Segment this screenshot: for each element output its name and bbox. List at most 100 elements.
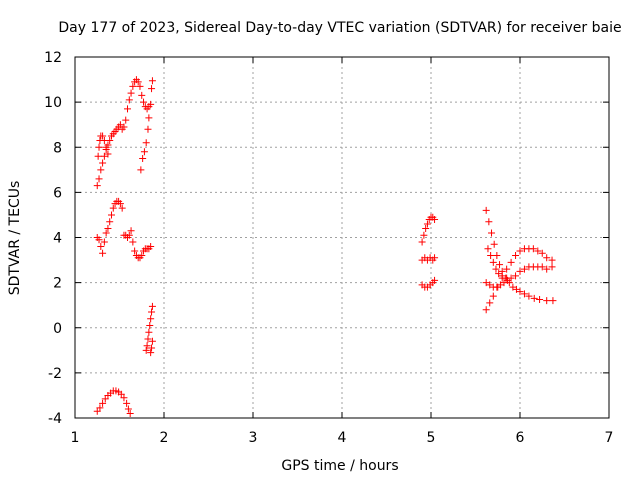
data-point xyxy=(142,139,150,147)
data-point xyxy=(107,211,115,219)
x-tick-label: 4 xyxy=(338,430,347,446)
data-point xyxy=(102,229,110,237)
x-tick-labels: 1 2 3 4 5 6 7 xyxy=(71,430,614,446)
data-point xyxy=(422,224,430,232)
data-point xyxy=(509,283,517,291)
data-point xyxy=(516,267,524,275)
data-point xyxy=(538,263,546,271)
x-tick-label: 6 xyxy=(516,430,525,446)
data-point xyxy=(116,121,124,129)
series-4 xyxy=(93,387,134,417)
data-point xyxy=(127,227,135,235)
data-point xyxy=(97,243,105,251)
data-point xyxy=(147,100,155,108)
data-point xyxy=(543,265,551,273)
data-point xyxy=(145,328,153,336)
data-point xyxy=(106,218,114,226)
data-point xyxy=(496,261,504,269)
y-tick-label: -2 xyxy=(48,366,62,382)
y-tick-label: 6 xyxy=(53,185,62,201)
data-point xyxy=(147,243,155,251)
data-point xyxy=(543,254,551,262)
data-point xyxy=(129,82,137,90)
data-point xyxy=(512,252,520,260)
data-point xyxy=(148,344,156,352)
data-point xyxy=(129,238,137,246)
series-6 xyxy=(482,206,557,314)
data-point xyxy=(482,306,490,314)
data-point xyxy=(126,409,134,417)
x-tick-label: 3 xyxy=(249,430,258,446)
data-point xyxy=(512,285,520,293)
data-point xyxy=(495,270,503,278)
data-point xyxy=(489,258,497,266)
data-point xyxy=(490,240,498,248)
data-point xyxy=(138,91,146,99)
data-point xyxy=(489,292,497,300)
data-point xyxy=(120,123,128,131)
data-point xyxy=(146,321,154,329)
data-point xyxy=(507,274,515,282)
data-point xyxy=(516,288,524,296)
data-point xyxy=(418,238,426,246)
series-5 xyxy=(418,213,439,291)
data-point xyxy=(131,247,139,255)
data-point xyxy=(96,404,104,412)
data-point xyxy=(143,342,151,350)
data-point xyxy=(99,132,107,140)
data-point xyxy=(548,263,556,271)
data-points xyxy=(93,76,557,417)
data-point xyxy=(99,399,107,407)
x-tick-label: 1 xyxy=(71,430,80,446)
data-point xyxy=(147,315,155,323)
data-point xyxy=(97,166,105,174)
data-point xyxy=(137,166,145,174)
axis-ticks xyxy=(74,56,610,419)
data-point xyxy=(520,265,528,273)
data-point xyxy=(102,143,110,151)
data-point xyxy=(120,394,128,402)
data-point xyxy=(534,247,542,255)
y-tick-label: 4 xyxy=(53,231,62,247)
y-tick-label: 0 xyxy=(53,321,62,337)
data-point xyxy=(147,349,155,357)
data-point xyxy=(127,89,135,97)
data-point xyxy=(124,405,132,413)
data-point xyxy=(525,292,533,300)
data-point xyxy=(498,272,506,280)
y-tick-label: 8 xyxy=(53,140,62,156)
data-point xyxy=(95,175,103,183)
grid-lines xyxy=(75,57,609,418)
data-point xyxy=(116,200,124,208)
data-point xyxy=(423,220,431,228)
data-point xyxy=(529,245,537,253)
data-point xyxy=(95,236,103,244)
data-point xyxy=(148,302,156,310)
data-point xyxy=(136,82,144,90)
data-point xyxy=(504,276,512,284)
data-point xyxy=(148,85,156,93)
data-point xyxy=(431,254,439,262)
x-tick-label: 5 xyxy=(427,430,436,446)
data-point xyxy=(148,77,156,85)
y-tick-label: -4 xyxy=(48,411,62,427)
data-point xyxy=(512,272,520,280)
data-point xyxy=(104,224,112,232)
data-point xyxy=(487,252,495,260)
data-point xyxy=(485,218,493,226)
data-point xyxy=(486,281,494,289)
data-point xyxy=(543,297,551,305)
data-point xyxy=(100,238,108,246)
data-point xyxy=(493,283,501,291)
data-point xyxy=(100,136,108,144)
data-point xyxy=(530,294,538,302)
y-axis-label: SDTVAR / TECUs xyxy=(7,181,23,296)
data-point xyxy=(99,159,107,167)
data-point xyxy=(138,252,146,260)
data-point xyxy=(493,252,501,260)
data-point xyxy=(123,399,131,407)
x-tick-label: 7 xyxy=(605,430,614,446)
data-point xyxy=(420,231,428,239)
data-point xyxy=(148,308,156,316)
